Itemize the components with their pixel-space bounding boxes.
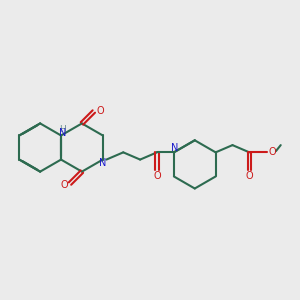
Text: N: N bbox=[58, 128, 66, 138]
Text: O: O bbox=[269, 147, 277, 157]
Text: O: O bbox=[246, 172, 253, 182]
Text: H: H bbox=[59, 125, 66, 134]
Text: O: O bbox=[153, 172, 161, 182]
Text: O: O bbox=[96, 106, 104, 116]
Text: O: O bbox=[60, 180, 68, 190]
Text: N: N bbox=[171, 143, 179, 153]
Text: N: N bbox=[99, 158, 106, 168]
